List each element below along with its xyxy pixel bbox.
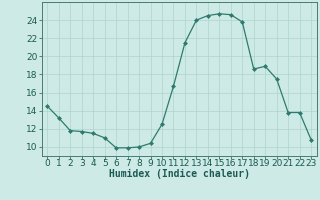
X-axis label: Humidex (Indice chaleur): Humidex (Indice chaleur) [109,169,250,179]
